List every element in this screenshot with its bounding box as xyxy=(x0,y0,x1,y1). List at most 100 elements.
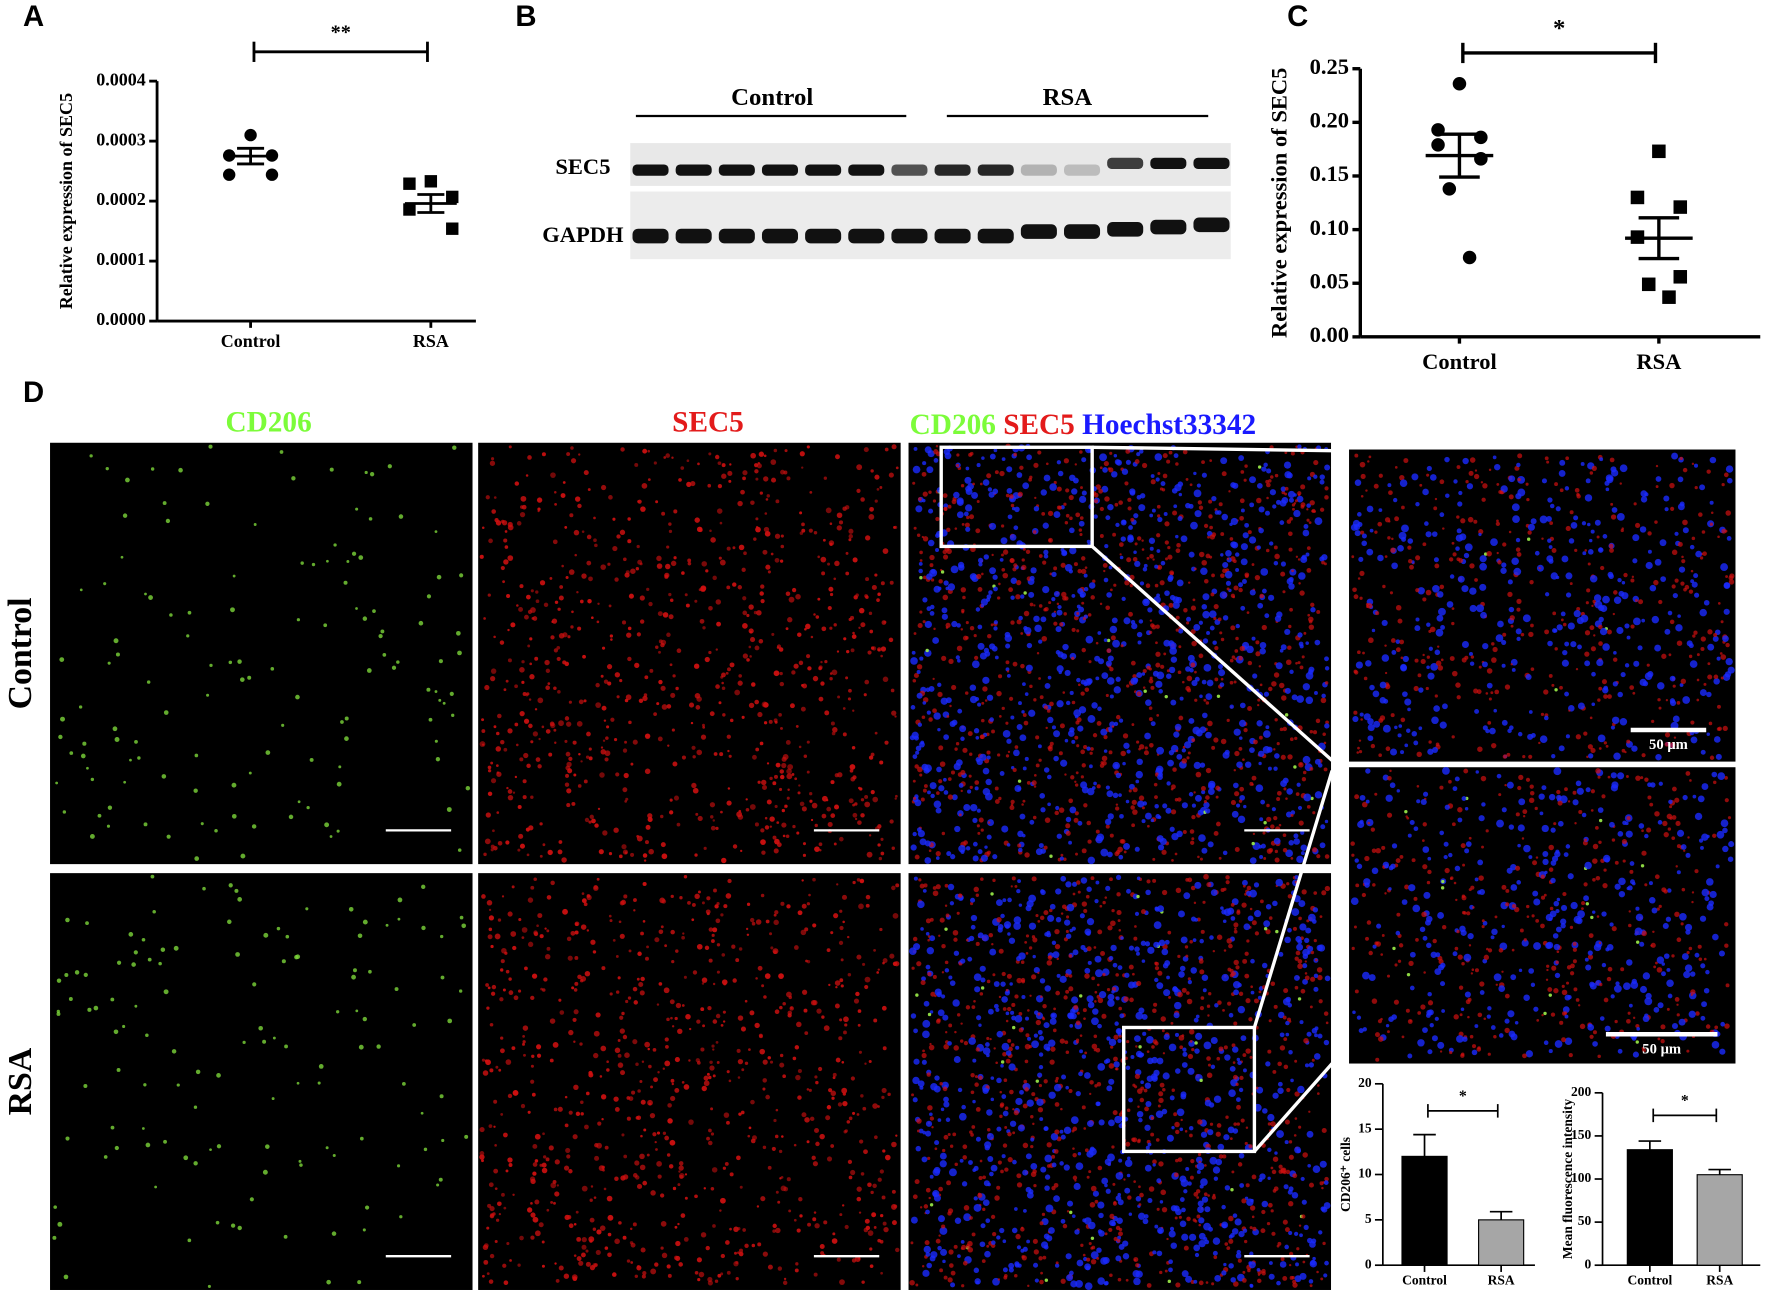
speckle xyxy=(869,1264,874,1268)
speckle xyxy=(710,1107,714,1111)
speckle xyxy=(1029,684,1033,689)
speckle xyxy=(667,1103,672,1108)
speckle xyxy=(557,607,561,611)
speckle xyxy=(742,476,746,481)
speckle xyxy=(581,1236,587,1243)
speckle xyxy=(949,901,955,906)
speckle xyxy=(1278,951,1284,957)
speckle xyxy=(479,554,484,559)
speckle xyxy=(169,613,173,617)
speckle xyxy=(1112,792,1119,799)
speckle xyxy=(621,1011,625,1016)
speckle xyxy=(1189,829,1195,834)
speckle xyxy=(1251,563,1255,566)
speckle xyxy=(934,1147,938,1151)
speckle xyxy=(1187,654,1195,662)
speckle xyxy=(1297,661,1301,665)
speckle xyxy=(954,1217,962,1224)
speckle xyxy=(572,1276,578,1282)
speckle xyxy=(917,900,925,909)
speckle xyxy=(1017,779,1022,783)
speckle xyxy=(574,956,579,960)
speckle xyxy=(919,576,923,580)
speckle xyxy=(1029,819,1035,825)
speckle xyxy=(932,708,937,714)
speckle xyxy=(922,491,928,497)
speckle xyxy=(537,913,543,919)
speckle xyxy=(978,817,984,823)
speckle xyxy=(1009,533,1017,541)
speckle xyxy=(195,1069,201,1075)
speckle xyxy=(664,1037,669,1042)
speckle xyxy=(1051,571,1057,577)
speckle xyxy=(1031,876,1037,882)
speckle xyxy=(1198,505,1204,510)
speckle xyxy=(945,622,951,628)
speckle xyxy=(1195,1032,1203,1040)
speckle xyxy=(487,765,492,770)
speckle xyxy=(1152,1163,1156,1167)
speckle xyxy=(842,1100,848,1107)
speckle xyxy=(580,1100,584,1105)
speckle xyxy=(639,990,645,996)
speckle xyxy=(1025,664,1033,672)
speckle xyxy=(1056,609,1063,616)
speckle xyxy=(750,1099,755,1105)
speckle xyxy=(1316,609,1321,614)
speckle xyxy=(770,946,774,950)
speckle xyxy=(230,607,235,613)
speckle xyxy=(200,822,204,826)
speckle xyxy=(1051,612,1057,618)
speckle xyxy=(657,611,663,617)
speckle xyxy=(990,623,994,627)
speckle xyxy=(1156,1057,1164,1065)
speckle xyxy=(912,831,917,837)
speckle xyxy=(1194,698,1198,702)
speckle xyxy=(317,1081,321,1085)
speckle xyxy=(1132,674,1137,679)
speckle xyxy=(1251,1174,1257,1180)
speckle xyxy=(635,1116,640,1120)
speckle xyxy=(1284,687,1291,694)
speckle xyxy=(666,704,672,709)
speckle xyxy=(1198,1240,1206,1248)
speckle xyxy=(1041,512,1046,516)
speckle xyxy=(489,1205,495,1212)
speckle xyxy=(520,1103,526,1109)
speckle xyxy=(1118,718,1124,723)
speckle xyxy=(714,454,720,460)
speckle xyxy=(1107,655,1114,662)
speckle xyxy=(1149,630,1153,635)
speckle xyxy=(1119,553,1122,556)
speckle xyxy=(642,881,647,887)
speckle xyxy=(1047,716,1054,724)
speckle xyxy=(1009,982,1013,986)
speckle xyxy=(937,1215,945,1223)
speckle xyxy=(697,1061,701,1065)
speckle xyxy=(1056,973,1061,978)
speckle xyxy=(627,996,632,1000)
speckle xyxy=(1086,918,1095,926)
speckle xyxy=(1233,929,1238,934)
speckle xyxy=(633,898,637,902)
speckle xyxy=(619,933,625,939)
speckle xyxy=(509,1259,512,1262)
speckle xyxy=(1078,528,1083,532)
speckle xyxy=(1150,474,1155,478)
speckle xyxy=(1289,517,1293,521)
speckle xyxy=(877,1105,880,1108)
speckle xyxy=(1270,981,1276,987)
speckle xyxy=(1055,1261,1059,1265)
speckle xyxy=(1007,1157,1013,1163)
speckle xyxy=(722,1020,726,1023)
speckle xyxy=(1295,950,1301,956)
speckle xyxy=(1033,1262,1039,1268)
speckle xyxy=(675,1255,681,1261)
speckle xyxy=(778,647,784,652)
speckle xyxy=(1004,634,1013,643)
speckle xyxy=(1039,1117,1044,1122)
speckle xyxy=(665,1044,669,1049)
speckle xyxy=(596,620,600,624)
speckle xyxy=(1065,700,1071,706)
speckle xyxy=(525,474,529,477)
